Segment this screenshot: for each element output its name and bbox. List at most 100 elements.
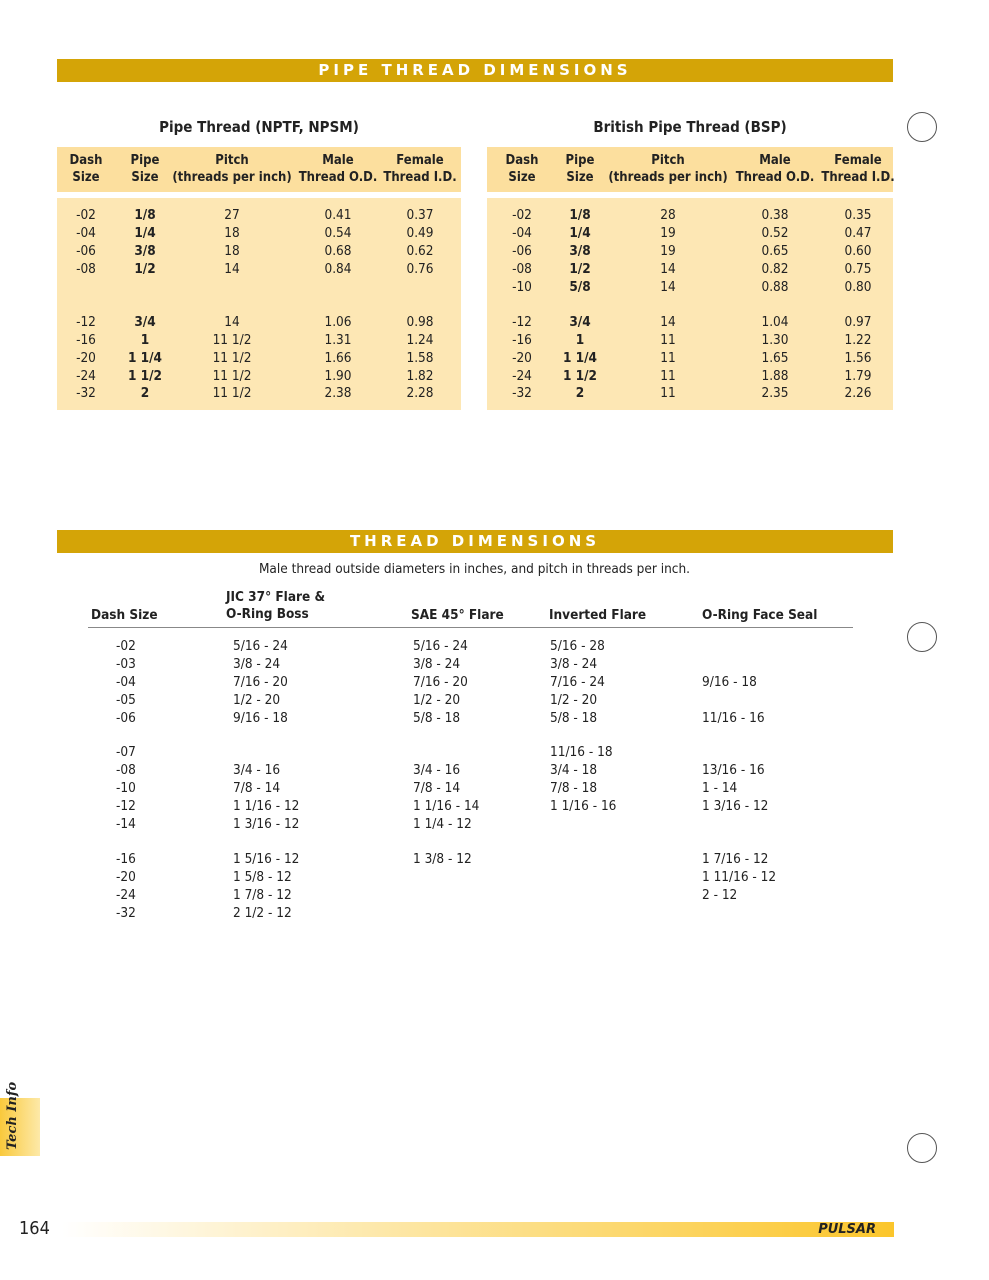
table-cell: 1: [575, 332, 585, 348]
table-cell: 1 1/16 - 14: [413, 798, 480, 814]
table-cell: -06: [116, 710, 136, 726]
table-cell: 0.76: [406, 261, 434, 277]
table-cell: 2 - 12: [702, 887, 738, 903]
table-cell: 5/8 - 18: [413, 710, 461, 726]
table-cell: 5/16 - 28: [550, 638, 605, 654]
table-cell: 11: [660, 350, 676, 366]
table-cell: 11 1/2: [212, 368, 252, 384]
binder-hole-icon: [907, 112, 937, 142]
table-cell: 7/8 - 14: [413, 780, 461, 796]
table-cell: 0.54: [324, 225, 352, 241]
table-cell: -04: [512, 225, 532, 241]
table-cell: 3/8: [569, 243, 591, 259]
table-cell: 1.56: [844, 350, 872, 366]
table-cell: 1.24: [406, 332, 434, 348]
table-cell: 2: [140, 385, 150, 401]
column-header: Pitch (threads per inch): [172, 153, 292, 185]
table-cell: 11 1/2: [212, 385, 252, 401]
table-cell: 28: [660, 207, 676, 223]
table-cell: 11: [660, 368, 676, 384]
table-cell: 13/16 - 16: [702, 762, 765, 778]
table-cell: 19: [660, 225, 676, 241]
table-cell: -20: [116, 869, 136, 885]
table-cell: 9/16 - 18: [702, 674, 757, 690]
table-cell: 0.82: [761, 261, 789, 277]
table-cell: -16: [116, 851, 136, 867]
table-cell: 1.65: [761, 350, 789, 366]
table-cell: 1/2: [569, 261, 591, 277]
table-cell: 1/8: [134, 207, 156, 223]
table-cell: 0.38: [761, 207, 789, 223]
table-cell: 1 5/8 - 12: [233, 869, 292, 885]
table-cell: -32: [76, 385, 96, 401]
table-cell: 19: [660, 243, 676, 259]
table-cell: -14: [116, 816, 136, 832]
table-cell: 1 1/16 - 12: [233, 798, 300, 814]
table-cell: 0.75: [844, 261, 872, 277]
table-cell: 1/4: [134, 225, 156, 241]
table-cell: 7/16 - 20: [233, 674, 288, 690]
table-cell: 11: [660, 332, 676, 348]
table-cell: -12: [116, 798, 136, 814]
table-cell: 0.62: [406, 243, 434, 259]
table-cell: 1 7/16 - 12: [702, 851, 769, 867]
nptf-table: Dash Size Pipe Size Pitch (threads per inc…: [57, 147, 461, 410]
table-cell: 1/2 - 20: [413, 692, 461, 708]
table-cell: 0.65: [761, 243, 789, 259]
table-cell: 7/16 - 20: [413, 674, 468, 690]
table-cell: -08: [76, 261, 96, 277]
table-cell: 1 7/8 - 12: [233, 887, 292, 903]
table-cell: 1.79: [844, 368, 872, 384]
table-cell: 1 1/4 - 12: [413, 816, 472, 832]
page-number: 164: [19, 1218, 50, 1239]
table-cell: 1 1/4: [127, 350, 163, 366]
table-cell: 1 1/4: [562, 350, 598, 366]
column-header: SAE 45° Flare: [411, 607, 504, 623]
table-cell: 7/8 - 14: [233, 780, 281, 796]
table-cell: 1 5/16 - 12: [233, 851, 300, 867]
bsp-table: Dash Size Pipe Size Pitch (threads per inc…: [487, 147, 895, 410]
table-cell: -04: [76, 225, 96, 241]
table-cell: 1 3/16 - 12: [233, 816, 300, 832]
table-cell: 9/16 - 18: [233, 710, 288, 726]
table-cell: 1/8: [569, 207, 591, 223]
table-cell: -02: [116, 638, 136, 654]
column-header: Pipe Size: [130, 153, 160, 185]
footer-bar: PULSAR: [62, 1222, 894, 1237]
table-cell: -24: [76, 368, 96, 384]
table-cell: 0.41: [324, 207, 352, 223]
table-cell: 0.37: [406, 207, 434, 223]
table-cell: 1.06: [324, 314, 352, 330]
table-cell: 1.88: [761, 368, 789, 384]
table-cell: 3/4: [134, 314, 156, 330]
table-cell: -20: [512, 350, 532, 366]
table-cell: 5/16 - 24: [413, 638, 468, 654]
table-cell: -12: [512, 314, 532, 330]
table-cell: 14: [224, 314, 240, 330]
table-cell: 1 11/16 - 12: [702, 869, 777, 885]
table-cell: 1.90: [324, 368, 352, 384]
nptf-table-title: Pipe Thread (NPTF, NPSM): [159, 118, 359, 136]
table-cell: -04: [116, 674, 136, 690]
table-cell: -10: [512, 279, 532, 295]
table-cell: 3/4: [569, 314, 591, 330]
table-cell: 5/16 - 24: [233, 638, 288, 654]
table-cell: 2 1/2 - 12: [233, 905, 292, 921]
table-cell: -12: [76, 314, 96, 330]
table-cell: -06: [76, 243, 96, 259]
thread-dimensions-subtitle: Male thread outside diameters in inches,…: [258, 561, 691, 577]
side-tab[interactable]: Tech Info: [0, 1082, 40, 1156]
table-cell: 1/4: [569, 225, 591, 241]
table-cell: 0.88: [761, 279, 789, 295]
brand-logo: PULSAR: [818, 1222, 876, 1237]
table-cell: 11 1/2: [212, 350, 252, 366]
table-cell: 14: [660, 279, 676, 295]
table-cell: 0.35: [844, 207, 872, 223]
table-cell: 0.97: [844, 314, 872, 330]
table-cell: 1.22: [844, 332, 872, 348]
table-cell: -20: [76, 350, 96, 366]
table-cell: 1/2 - 20: [550, 692, 598, 708]
table-cell: 18: [224, 225, 240, 241]
table-cell: 2: [575, 385, 585, 401]
table-cell: 3/4 - 18: [550, 762, 598, 778]
